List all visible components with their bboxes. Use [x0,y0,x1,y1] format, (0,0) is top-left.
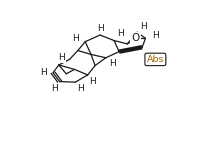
Text: O: O [131,33,140,43]
Text: H: H [152,31,159,39]
Text: H: H [97,24,104,33]
Text: Abs: Abs [147,55,164,64]
Text: H: H [58,53,65,62]
Text: H: H [72,34,79,43]
Text: H: H [109,59,116,68]
Text: H: H [40,68,46,77]
Text: H: H [51,84,58,93]
Text: H: H [140,22,147,31]
Text: H: H [77,84,84,93]
Text: H: H [117,29,124,38]
Text: H: H [89,77,96,86]
